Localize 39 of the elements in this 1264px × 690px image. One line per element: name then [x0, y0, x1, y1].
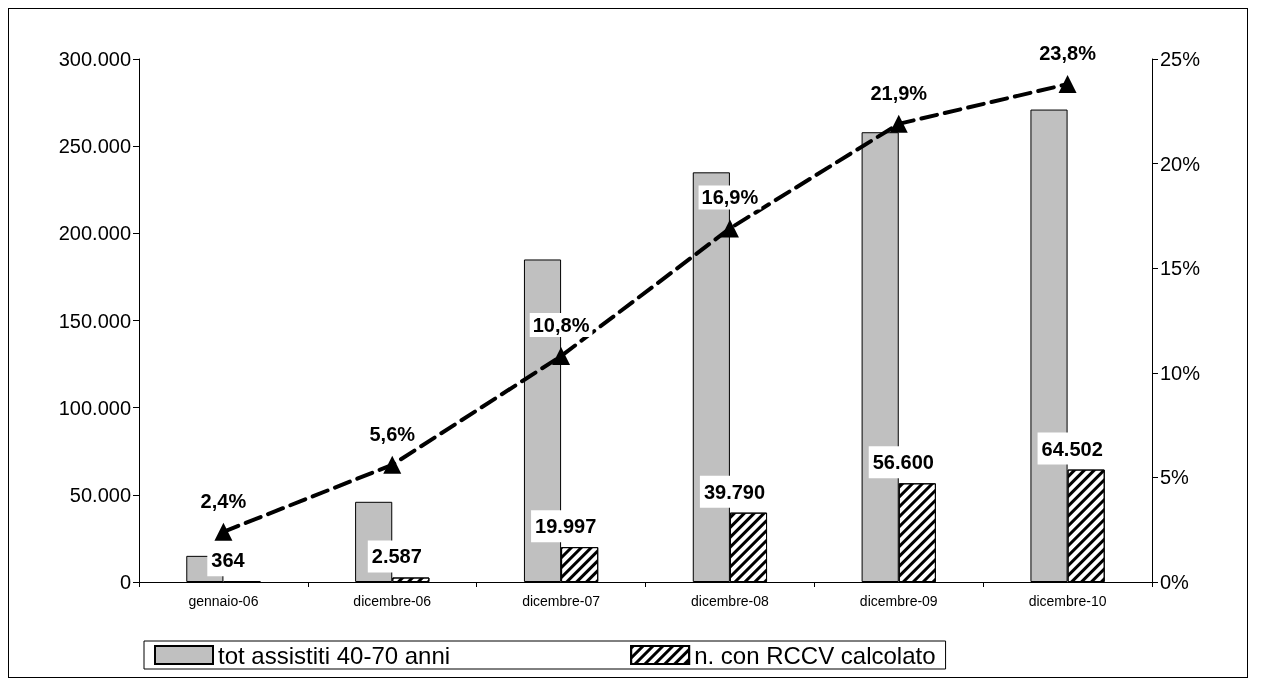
y2-tick-label: 0% [1160, 571, 1190, 593]
x-tick-label: dicembre-10 [1028, 593, 1107, 609]
x-tick-label: dicembre-07 [522, 593, 601, 609]
y-tick-label: 0 [119, 571, 131, 593]
x-tick-label: dicembre-08 [691, 593, 770, 609]
data-label: 364 [211, 549, 246, 572]
data-label: 39.790 [703, 480, 766, 503]
point [889, 114, 908, 133]
data-label: 21,9% [870, 81, 928, 104]
data-label: 2,4% [200, 489, 247, 512]
x-tick-label: dicembre-09 [859, 593, 938, 609]
data-label: 56.600 [872, 451, 934, 474]
y-tick-label: 100.000 [58, 396, 131, 419]
y-tick-label: 300.000 [58, 48, 131, 70]
data-label: 64.502 [1041, 437, 1103, 460]
legend-label: tot assistiti 40-70 anni [218, 641, 451, 669]
x-tick-label: gennaio-06 [188, 593, 259, 609]
y-tick-label: 200.000 [58, 222, 131, 245]
data-label: 23,8% [1039, 42, 1097, 65]
y-tick-label: 50.000 [69, 483, 131, 506]
y2-tick-label: 5% [1160, 466, 1190, 489]
data-label: 10,8% [532, 314, 590, 337]
x-tick-label: dicembre-06 [353, 593, 432, 609]
y2-tick-label: 25% [1160, 48, 1201, 70]
point [720, 219, 739, 238]
data-label: 16,9% [701, 186, 759, 209]
point [214, 522, 233, 541]
point [552, 347, 571, 366]
point [383, 455, 402, 474]
y-tick-label: 150.000 [58, 309, 131, 332]
y2-tick-label: 10% [1160, 361, 1201, 384]
data-label: 5,6% [369, 422, 416, 445]
data-label: 2.587 [371, 545, 422, 568]
y2-tick-label: 20% [1160, 152, 1201, 175]
y2-tick-label: 15% [1160, 257, 1201, 280]
point [1058, 75, 1077, 94]
data-label: 19.997 [535, 515, 597, 538]
y-tick-label: 250.000 [58, 135, 131, 158]
legend-label: n. con RCCV calcolato [694, 641, 936, 669]
